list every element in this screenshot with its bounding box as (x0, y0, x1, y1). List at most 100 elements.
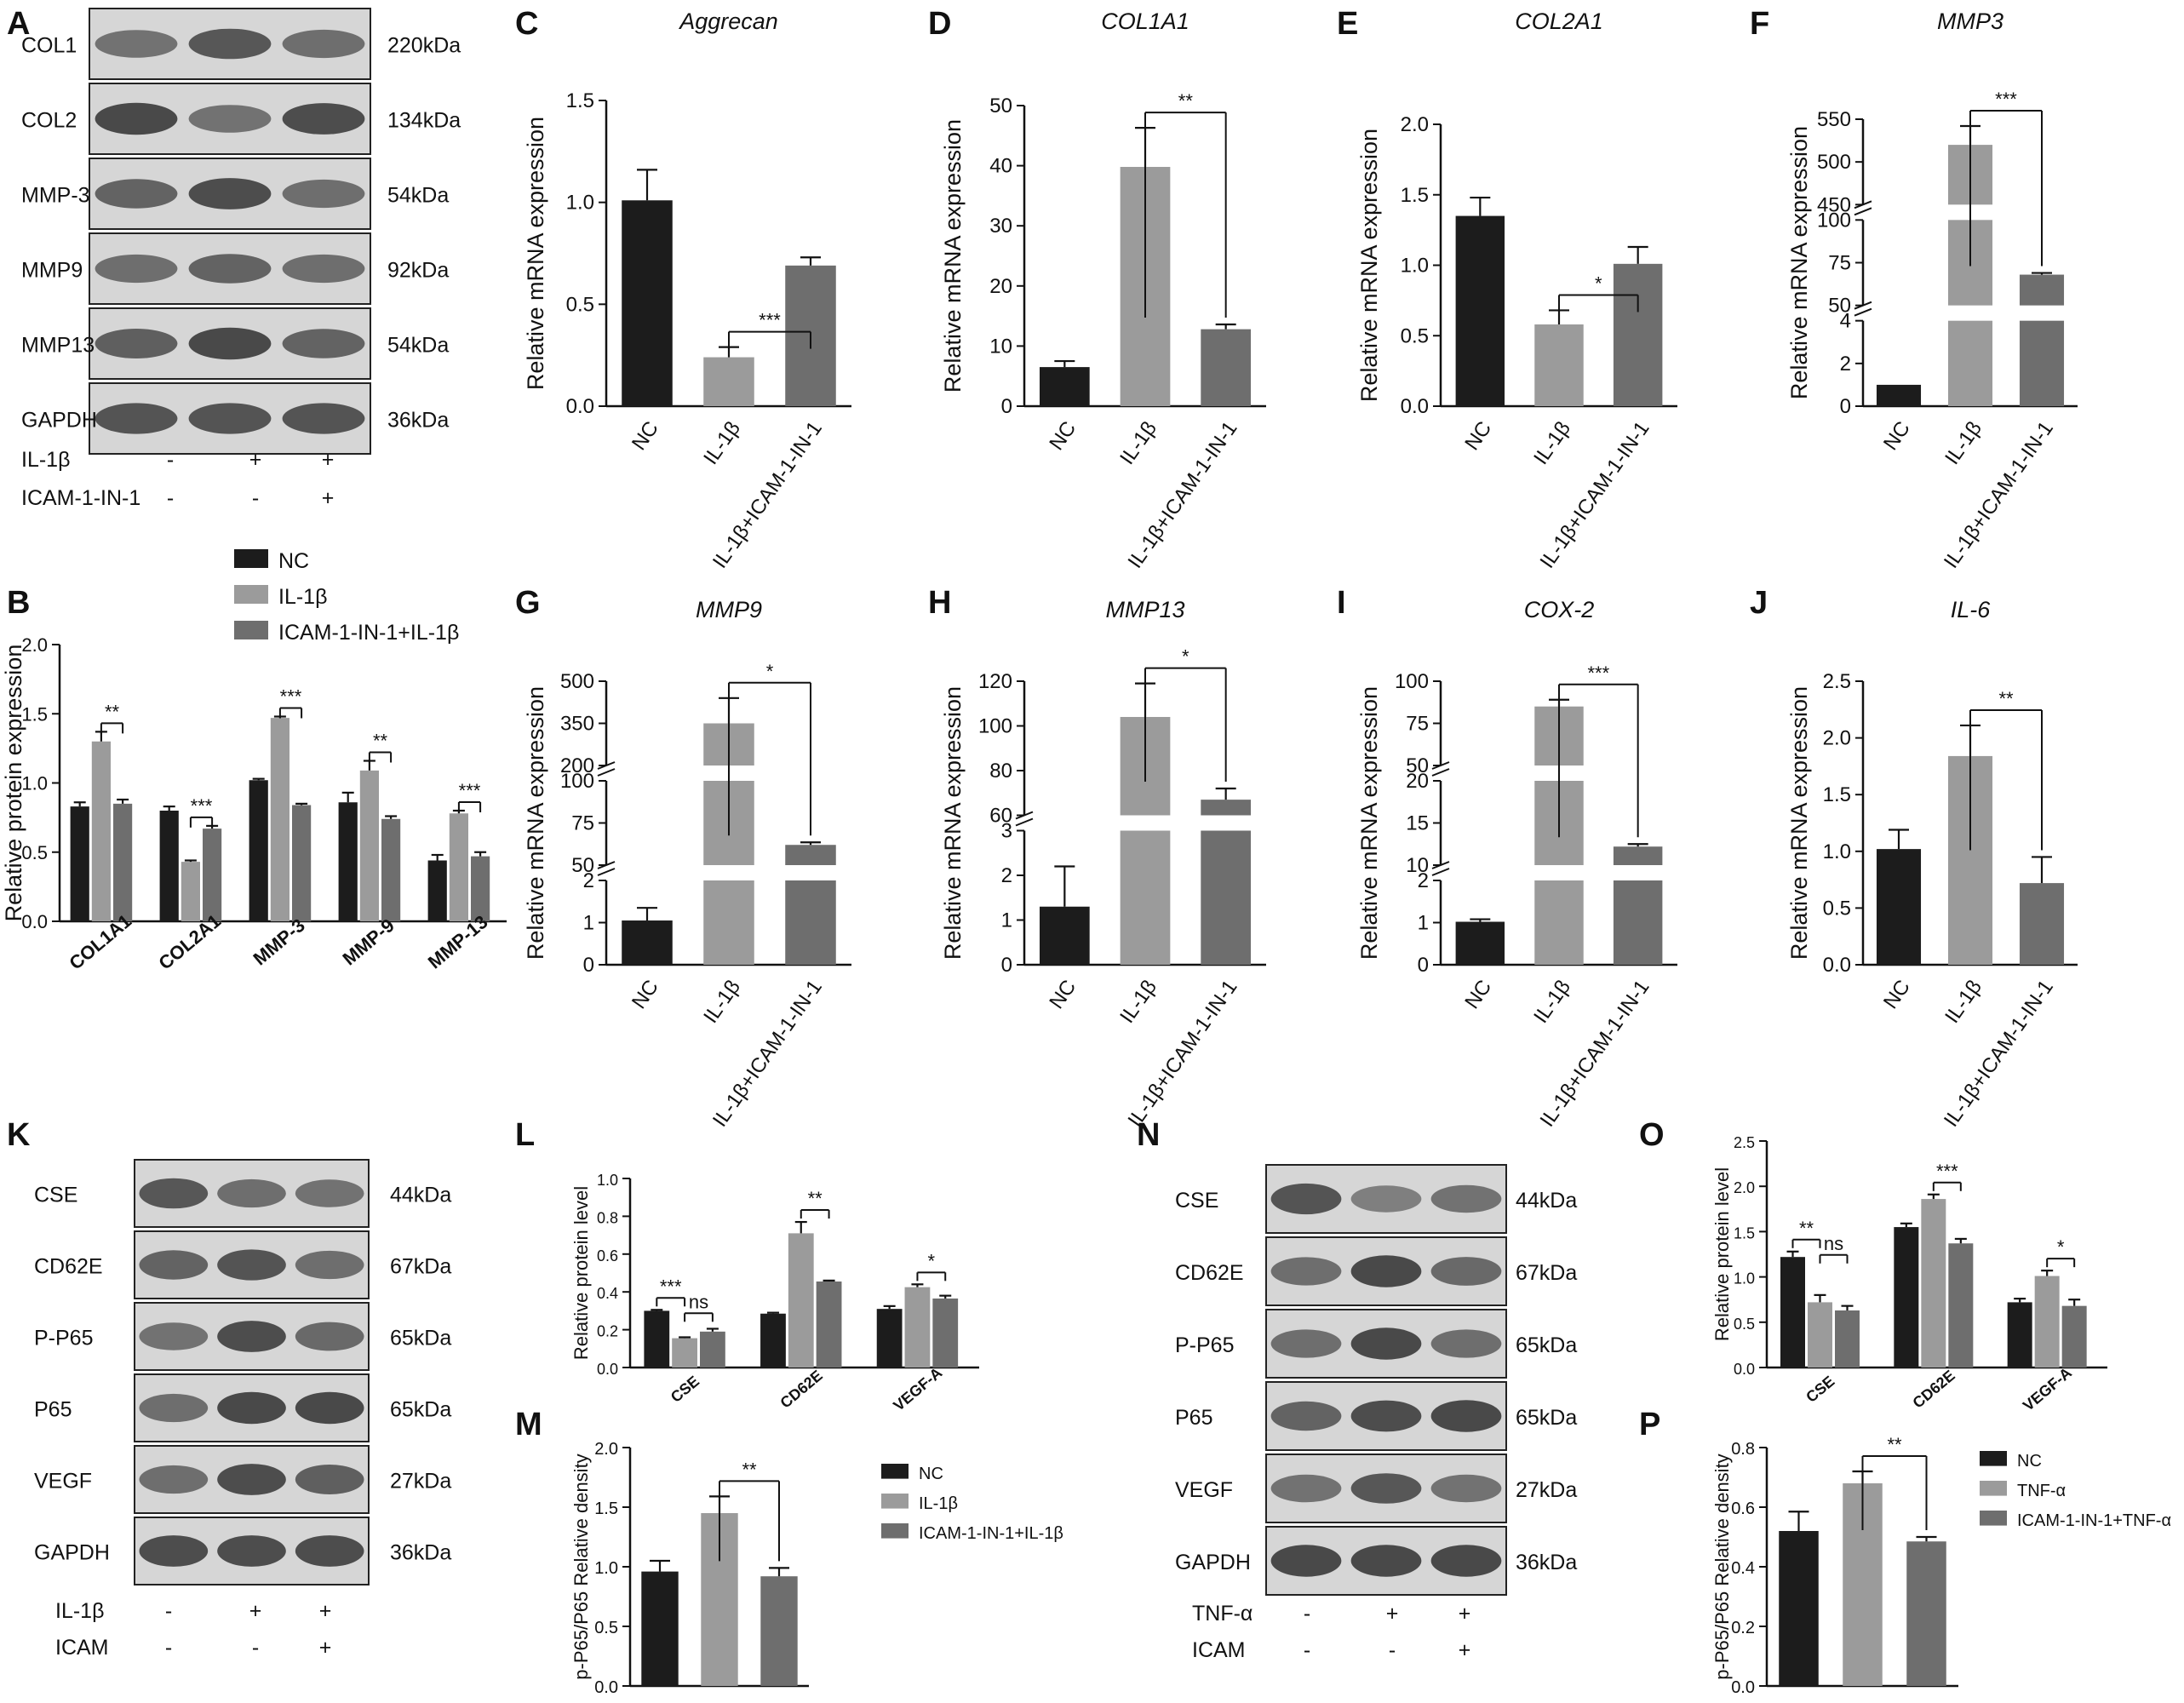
x-category-label: CD62E (777, 1367, 825, 1412)
protein-band (1270, 1474, 1342, 1503)
treatment-mark: + (322, 448, 335, 472)
y-tick-label: 1.5 (566, 89, 594, 112)
blot-row-label: CSE (34, 1184, 77, 1207)
x-category-label: IL-1β (699, 976, 745, 1028)
treatment-mark: + (1386, 1602, 1399, 1626)
treatment-mark: + (1459, 1602, 1471, 1626)
protein-band (139, 1250, 209, 1280)
legend-label: NC (2017, 1452, 2042, 1471)
y-tick-label: 0.0 (1731, 1678, 1755, 1697)
blot-row-label: GAPDH (34, 1541, 110, 1565)
protein-band (1350, 1327, 1422, 1360)
y-tick-label: 100 (978, 715, 1012, 738)
protein-band (1350, 1400, 1422, 1432)
x-category-label: MMP-9 (338, 915, 398, 970)
significance-label: ** (1887, 1434, 1902, 1455)
y-tick-label: 75 (1828, 252, 1851, 275)
y-tick-label: 0 (1418, 954, 1429, 977)
bar (622, 920, 673, 965)
y-axis-label: Relative protein expression (1, 645, 26, 922)
y-tick-label: 0.0 (566, 395, 594, 418)
y-tick-label: 2 (583, 869, 594, 892)
y-tick-label: 50 (989, 95, 1012, 118)
legend-swatch (881, 1494, 909, 1509)
y-tick-label: 0 (1001, 395, 1012, 418)
blot-row-label: GAPDH (1175, 1551, 1251, 1574)
blot-row-label: P65 (1175, 1406, 1212, 1430)
treatment-mark: + (249, 448, 262, 472)
protein-band (1430, 1257, 1502, 1286)
y-axis-label: Relative mRNA expression (1356, 686, 1382, 960)
y-tick-label: 0.5 (1823, 897, 1851, 920)
protein-band (188, 403, 272, 434)
y-tick-label: 4 (1840, 310, 1851, 333)
significance-label: ** (808, 1188, 823, 1209)
y-tick-label: 0.4 (1731, 1559, 1755, 1578)
panel-letter-I: I (1337, 585, 1346, 621)
blot-kda-label: 54kDa (387, 184, 449, 208)
protein-band (1350, 1255, 1422, 1287)
chart-panel-J: 0.0 0.5 1.0 1.5 2.0 2.5 Relative mRNA expressi… (1786, 597, 2078, 1131)
x-category-label: IL-1β (699, 417, 745, 469)
legend-label: ICAM-1-IN-1+IL-1β (278, 621, 459, 645)
blot-kda-label: 36kDa (390, 1541, 451, 1565)
significance-label: ns (1824, 1233, 1843, 1254)
legend-swatch (234, 549, 268, 568)
legend-label: NC (919, 1465, 943, 1483)
bar (816, 1281, 842, 1368)
protein-band (1430, 1329, 1502, 1358)
panel-letter-D: D (928, 6, 951, 42)
bar (788, 1233, 814, 1368)
x-category-label: NC (1460, 417, 1496, 455)
y-tick-label: 20 (989, 275, 1012, 298)
y-tick-label: 1.5 (1401, 184, 1429, 207)
y-tick-label: 2.0 (594, 1440, 618, 1459)
significance-label: *** (660, 1276, 682, 1297)
bar (1876, 384, 1922, 406)
significance-label: ** (105, 701, 120, 722)
y-tick-label: 0.8 (1731, 1440, 1755, 1459)
y-tick-label: 2.5 (1734, 1134, 1755, 1151)
treatment-label: IL-1β (21, 448, 70, 472)
bar (471, 856, 490, 921)
y-tick-label: 1.5 (1823, 783, 1851, 806)
protein-band (188, 254, 272, 284)
significance-label: * (1182, 646, 1189, 668)
protein-band (295, 1322, 364, 1351)
legend-swatch (1980, 1451, 2007, 1466)
y-tick-label: 0.4 (597, 1285, 618, 1302)
significance-label: ** (1178, 90, 1194, 112)
treatment-label: ICAM (1192, 1638, 1246, 1662)
x-category-label: NC (1045, 417, 1081, 455)
y-tick-label: 1.0 (566, 192, 594, 215)
y-tick-label: 15 (1406, 812, 1429, 835)
chart-title: Aggrecan (678, 9, 778, 34)
y-tick-label: 0 (583, 954, 594, 977)
blot-kda-label: 134kDa (387, 109, 461, 133)
significance-label: *** (759, 310, 781, 331)
bar (1613, 846, 1663, 865)
blot-kda-label: 36kDa (387, 409, 449, 433)
blot-kda-label: 67kDa (390, 1255, 451, 1279)
panel-letter-C: C (515, 6, 538, 42)
axis-break-mark (1431, 868, 1450, 876)
legend-label: IL-1β (278, 585, 327, 609)
treatment-label: ICAM-1-IN-1 (21, 486, 140, 510)
y-tick-label: 0.0 (21, 911, 48, 932)
protein-band (1430, 1545, 1502, 1577)
legend-label: ICAM-1-IN-1+IL-1β (919, 1524, 1063, 1543)
bar (1894, 1227, 1919, 1368)
significance-label: * (766, 661, 774, 682)
panel-letter-K: K (7, 1117, 31, 1153)
x-category-label: NC (1879, 417, 1915, 455)
treatment-mark: + (249, 1599, 262, 1623)
bar (2019, 320, 2065, 406)
bar (672, 1338, 697, 1368)
bar (876, 1309, 903, 1368)
blot-kda-label: 27kDa (1516, 1478, 1577, 1502)
treatment-mark: - (1304, 1638, 1310, 1662)
y-tick-label: 0.0 (597, 1361, 618, 1378)
chart-title: MMP13 (1105, 597, 1184, 622)
legend-swatch (234, 585, 268, 604)
chart-title: MMP9 (696, 597, 762, 622)
